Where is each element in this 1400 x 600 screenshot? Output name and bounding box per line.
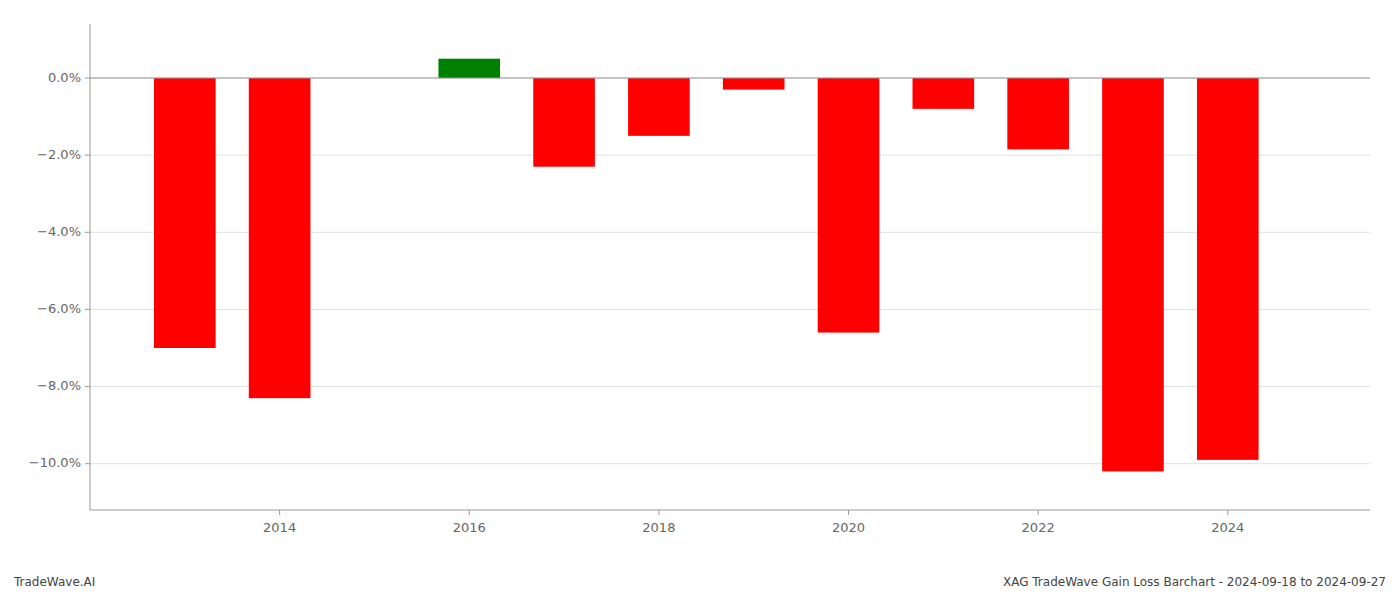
x-tick-label: 2020 (832, 520, 865, 535)
title: XAG TradeWave Gain Loss Barchart - 2024-… (1003, 575, 1386, 589)
y-tick-label: −4.0% (37, 224, 81, 239)
bar (154, 78, 216, 348)
bar (723, 78, 785, 90)
y-tick-label: −6.0% (37, 301, 81, 316)
y-tick-label: −8.0% (37, 378, 81, 393)
x-tick-labels: 2014 2016 2018 2020 2022 2024 (263, 510, 1244, 535)
grid-line (90, 78, 1370, 79)
x-tick-label: 2022 (1022, 520, 1055, 535)
background (0, 0, 1400, 600)
y-axis-line (90, 24, 91, 510)
y-tick-label: −2.0% (37, 147, 81, 162)
bar (818, 78, 880, 333)
bar (1197, 78, 1259, 460)
x-tick-label: 2016 (453, 520, 486, 535)
y-tick (85, 78, 90, 79)
x-tick-label: 2024 (1211, 520, 1244, 535)
grid-line (90, 463, 1370, 464)
y-tick-label: −10.0% (29, 455, 81, 470)
bars (154, 59, 1259, 472)
zero-line (90, 78, 1370, 79)
chart: 0.0%−2.0%−4.0%−6.0%−8.0%−10.0%2014201620… (0, 0, 1400, 600)
bar (1102, 78, 1164, 471)
x-tick-label: 2014 (263, 520, 296, 535)
y-tick (85, 155, 90, 156)
bar (249, 78, 311, 398)
x-tick (279, 510, 280, 515)
x-tick (848, 510, 849, 515)
y-tick (85, 463, 90, 464)
bar (628, 78, 690, 136)
bar (1007, 78, 1069, 149)
bar (438, 59, 500, 78)
bar (913, 78, 975, 109)
x-tick (658, 510, 659, 515)
y-grid (90, 78, 1370, 464)
x-tick-label: 2018 (642, 520, 675, 535)
y-tick (85, 309, 90, 310)
x-tick (469, 510, 470, 515)
bar (533, 78, 595, 167)
x-axis-line (90, 510, 1370, 511)
y-tick (85, 386, 90, 387)
y-tick-label: 0.0% (48, 70, 81, 85)
watermark: TradeWave.AI (13, 575, 95, 589)
x-tick (1038, 510, 1039, 515)
y-tick-labels: 0.0% −2.0% −4.0% −6.0% −8.0% −10.0% (29, 70, 90, 471)
x-tick (1227, 510, 1228, 515)
y-tick (85, 232, 90, 233)
